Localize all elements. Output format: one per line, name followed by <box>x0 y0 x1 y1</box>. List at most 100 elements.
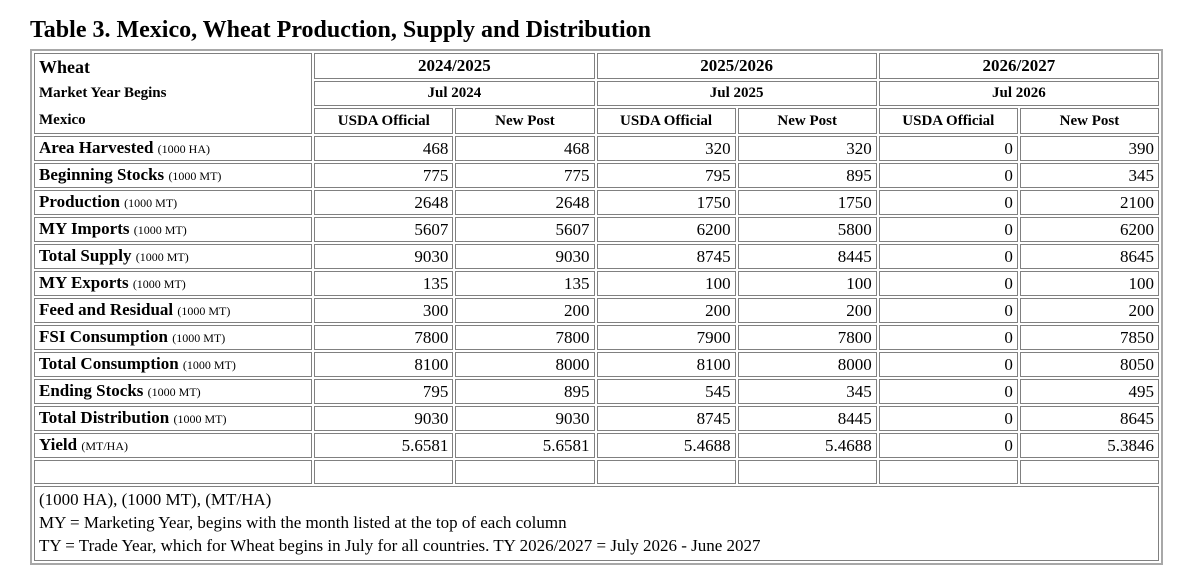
value-cell: 5.4688 <box>737 433 877 458</box>
country-label: Mexico <box>39 112 86 128</box>
subcol-header-usda-official: USDA Official <box>596 108 736 134</box>
footnote-trade-year: TY = Trade Year, which for Wheat begins … <box>39 536 761 555</box>
value-cell: 8050 <box>1019 352 1159 377</box>
table-row: Total Consumption (1000 MT) 8100 8000 8100 8… <box>34 352 1159 377</box>
value-cell: 0 <box>878 163 1018 188</box>
subcol-header-new-post: New Post <box>737 108 877 134</box>
value-cell: 9030 <box>314 406 454 431</box>
empty-cell <box>737 460 877 484</box>
value-cell: 0 <box>878 406 1018 431</box>
table-row: Yield (MT/HA) 5.6581 5.6581 5.4688 5.4688 0 5.… <box>34 433 1159 458</box>
value-cell: 7800 <box>737 325 877 350</box>
row-label: MY Exports (1000 MT) <box>34 271 313 296</box>
value-cell: 468 <box>314 136 454 161</box>
value-cell: 495 <box>1019 379 1159 404</box>
year-header-2025-2026: 2025/2026 <box>596 53 877 79</box>
value-cell: 7900 <box>596 325 736 350</box>
value-cell: 8745 <box>596 244 736 269</box>
footnote-marketing-year: MY = Marketing Year, begins with the mon… <box>39 513 567 532</box>
value-cell: 1750 <box>596 190 736 215</box>
year-header-2024-2025: 2024/2025 <box>314 53 595 79</box>
value-cell: 2648 <box>455 190 595 215</box>
value-cell: 0 <box>878 217 1018 242</box>
table-row: Production (1000 MT) 2648 2648 1750 1750 0 210… <box>34 190 1159 215</box>
row-label: Ending Stocks (1000 MT) <box>34 379 313 404</box>
empty-cell <box>34 460 313 484</box>
value-cell: 8000 <box>455 352 595 377</box>
row-label: Feed and Residual (1000 MT) <box>34 298 313 323</box>
row-label: Beginning Stocks (1000 MT) <box>34 163 313 188</box>
value-cell: 5800 <box>737 217 877 242</box>
table-row: Total Distribution (1000 MT) 9030 9030 8745… <box>34 406 1159 431</box>
value-cell: 895 <box>737 163 877 188</box>
empty-cell <box>314 460 454 484</box>
value-cell: 200 <box>1019 298 1159 323</box>
begin-month-jul-2025: Jul 2025 <box>596 80 877 107</box>
begin-month-row: Jul 2024 Jul 2025 Jul 2026 <box>34 80 1159 107</box>
subcol-header-usda-official: USDA Official <box>314 108 454 134</box>
table-row: Feed and Residual (1000 MT) 300 200 200 200 0… <box>34 298 1159 323</box>
table-row: Beginning Stocks (1000 MT) 775 775 795 895 0 3… <box>34 163 1159 188</box>
value-cell: 5607 <box>314 217 454 242</box>
footnote-units: (1000 HA), (1000 MT), (MT/HA) <box>39 490 272 509</box>
value-cell: 795 <box>314 379 454 404</box>
value-cell: 300 <box>314 298 454 323</box>
value-cell: 2648 <box>314 190 454 215</box>
value-cell: 9030 <box>455 244 595 269</box>
empty-cell <box>455 460 595 484</box>
year-header-row: Wheat Market Year Begins Mexico 2024/202… <box>34 53 1159 134</box>
value-cell: 895 <box>455 379 595 404</box>
value-cell: 545 <box>596 379 736 404</box>
begin-month-jul-2026: Jul 2026 <box>878 80 1159 107</box>
row-label: Production (1000 MT) <box>34 190 313 215</box>
table-row: MY Imports (1000 MT) 5607 5607 6200 5800 0 620… <box>34 217 1159 242</box>
value-cell: 100 <box>737 271 877 296</box>
row-label: MY Imports (1000 MT) <box>34 217 313 242</box>
year-header-2026-2027: 2026/2027 <box>878 53 1159 79</box>
value-cell: 200 <box>455 298 595 323</box>
table-header: Wheat Market Year Begins Mexico 2024/202… <box>34 53 1159 134</box>
value-cell: 0 <box>878 271 1018 296</box>
empty-cell <box>596 460 736 484</box>
table-body: Area Harvested (1000 HA) 468 468 320 320 0 390… <box>34 136 1159 458</box>
value-cell: 345 <box>737 379 877 404</box>
value-cell: 6200 <box>1019 217 1159 242</box>
value-cell: 2100 <box>1019 190 1159 215</box>
value-cell: 7800 <box>455 325 595 350</box>
subcol-header-new-post: New Post <box>1019 108 1159 134</box>
value-cell: 8445 <box>737 406 877 431</box>
value-cell: 5.6581 <box>314 433 454 458</box>
value-cell: 5.4688 <box>596 433 736 458</box>
value-cell: 8100 <box>596 352 736 377</box>
value-cell: 468 <box>455 136 595 161</box>
value-cell: 5.3846 <box>1019 433 1159 458</box>
table-footer: (1000 HA), (1000 MT), (MT/HA) MY = Marke… <box>34 460 1159 561</box>
value-cell: 0 <box>878 298 1018 323</box>
subcolumn-header-row: USDA Official New Post USDA Official New… <box>34 108 1159 134</box>
table-title: Table 3. Mexico, Wheat Production, Suppl… <box>30 17 651 43</box>
row-label: Total Supply (1000 MT) <box>34 244 313 269</box>
value-cell: 9030 <box>455 406 595 431</box>
subcol-header-usda-official: USDA Official <box>878 108 1018 134</box>
begin-month-jul-2024: Jul 2024 <box>314 80 595 107</box>
value-cell: 0 <box>878 433 1018 458</box>
value-cell: 8645 <box>1019 244 1159 269</box>
value-cell: 100 <box>1019 271 1159 296</box>
value-cell: 9030 <box>314 244 454 269</box>
value-cell: 775 <box>314 163 454 188</box>
table-row: FSI Consumption (1000 MT) 7800 7800 7900 780… <box>34 325 1159 350</box>
empty-row <box>34 460 1159 484</box>
value-cell: 5607 <box>455 217 595 242</box>
value-cell: 775 <box>455 163 595 188</box>
empty-cell <box>1019 460 1159 484</box>
value-cell: 0 <box>878 352 1018 377</box>
value-cell: 390 <box>1019 136 1159 161</box>
row-label: Area Harvested (1000 HA) <box>34 136 313 161</box>
value-cell: 320 <box>737 136 877 161</box>
psd-table: Wheat Market Year Begins Mexico 2024/202… <box>30 49 1163 565</box>
table-id-cell: Wheat Market Year Begins Mexico <box>34 53 313 134</box>
value-cell: 0 <box>878 190 1018 215</box>
value-cell: 8100 <box>314 352 454 377</box>
table-row: Total Supply (1000 MT) 9030 9030 8745 8445 0 8… <box>34 244 1159 269</box>
value-cell: 100 <box>596 271 736 296</box>
